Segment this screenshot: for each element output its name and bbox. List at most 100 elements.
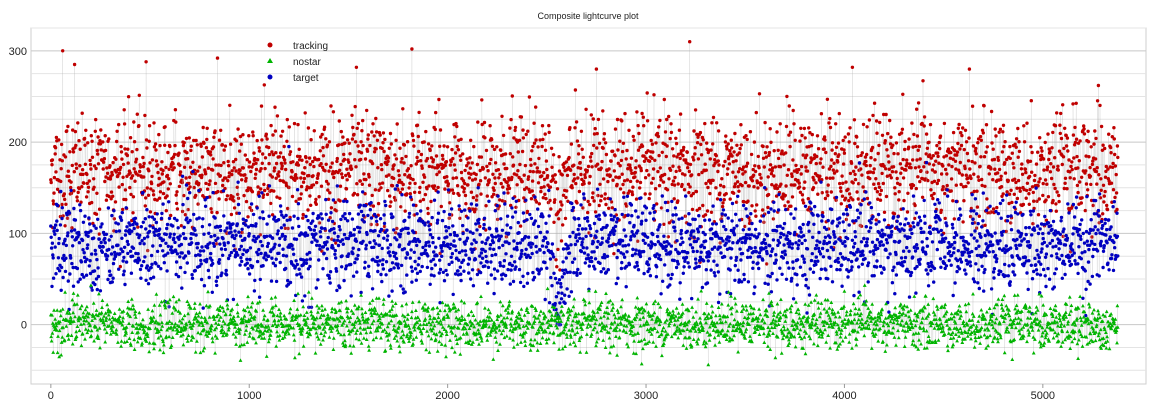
point-tracking — [426, 211, 430, 216]
point-tracking — [406, 167, 411, 171]
point-target — [631, 247, 635, 251]
point-target — [517, 231, 521, 235]
point-tracking — [53, 152, 57, 156]
point-tracking — [1043, 178, 1048, 182]
point-target — [445, 235, 449, 239]
point-target — [210, 290, 214, 294]
point-target — [402, 247, 407, 251]
point-target — [295, 273, 299, 277]
point-tracking — [630, 190, 634, 194]
point-tracking — [831, 168, 835, 172]
point-tracking — [328, 216, 332, 220]
point-tracking — [574, 181, 578, 186]
point-target — [634, 209, 638, 213]
point-tracking — [338, 199, 342, 203]
point-tracking — [330, 161, 334, 165]
point-tracking — [1011, 161, 1015, 166]
point-target — [278, 260, 282, 265]
point-target — [953, 281, 957, 285]
point-tracking — [209, 207, 213, 211]
point-target — [407, 211, 412, 216]
point-tracking — [629, 168, 633, 172]
point-tracking — [392, 163, 396, 167]
point-tracking — [1050, 146, 1054, 150]
point-tracking — [293, 178, 297, 182]
point-target — [622, 255, 627, 259]
point-target — [757, 232, 761, 236]
point-tracking — [449, 159, 453, 164]
point-tracking — [776, 156, 781, 161]
point-target — [253, 239, 257, 244]
point-tracking — [108, 177, 113, 181]
point-tracking — [342, 152, 346, 157]
point-target — [180, 286, 184, 290]
point-target — [855, 257, 859, 261]
point-tracking — [583, 173, 587, 177]
point-tracking — [720, 177, 724, 181]
point-target — [171, 224, 175, 228]
point-tracking — [472, 210, 477, 214]
point-target — [765, 233, 770, 238]
point-tracking — [797, 181, 801, 185]
point-tracking — [267, 161, 271, 166]
point-tracking — [982, 155, 987, 159]
point-target — [922, 198, 926, 203]
point-tracking — [761, 144, 765, 149]
point-tracking — [340, 175, 345, 180]
point-target — [308, 264, 312, 269]
point-target — [782, 243, 786, 247]
point-tracking — [328, 165, 333, 169]
point-tracking — [304, 188, 309, 192]
point-target — [628, 238, 633, 242]
point-tracking — [595, 131, 599, 136]
point-tracking — [459, 158, 463, 162]
point-target — [823, 235, 828, 239]
point-tracking — [107, 194, 111, 199]
point-tracking — [53, 146, 58, 150]
point-tracking — [620, 149, 625, 154]
point-target — [501, 243, 505, 248]
point-target — [872, 252, 876, 256]
point-target — [380, 246, 384, 251]
point-tracking — [226, 179, 230, 183]
point-tracking — [221, 183, 225, 188]
point-target — [705, 281, 710, 285]
point-tracking — [745, 137, 749, 142]
point-tracking — [771, 217, 776, 221]
point-tracking — [751, 173, 756, 177]
point-tracking — [115, 129, 119, 133]
point-target — [139, 225, 143, 229]
point-tracking — [126, 147, 130, 151]
point-target — [202, 284, 207, 288]
point-tracking — [298, 197, 303, 201]
point-target — [363, 260, 367, 264]
point-tracking — [612, 252, 616, 256]
point-tracking — [560, 173, 564, 177]
point-target — [229, 250, 234, 255]
point-target — [219, 228, 223, 233]
point-target — [454, 248, 458, 253]
point-target — [426, 220, 430, 224]
point-target — [555, 281, 560, 285]
point-target — [97, 237, 101, 241]
point-target — [534, 235, 539, 239]
point-tracking — [499, 148, 503, 152]
point-target — [564, 256, 568, 260]
point-tracking — [893, 192, 897, 196]
point-tracking — [368, 143, 372, 148]
point-target — [82, 251, 86, 255]
point-tracking — [327, 140, 332, 144]
point-tracking — [615, 117, 620, 122]
point-target — [240, 259, 244, 264]
point-tracking — [418, 199, 422, 203]
point-tracking — [359, 140, 363, 144]
point-tracking — [131, 211, 135, 215]
point-tracking — [188, 175, 192, 179]
point-target — [912, 225, 916, 229]
point-tracking — [954, 183, 958, 187]
point-tracking — [725, 147, 729, 151]
point-tracking — [645, 168, 649, 173]
point-tracking — [1022, 140, 1027, 144]
point-tracking — [1105, 207, 1110, 212]
point-target — [394, 256, 399, 261]
